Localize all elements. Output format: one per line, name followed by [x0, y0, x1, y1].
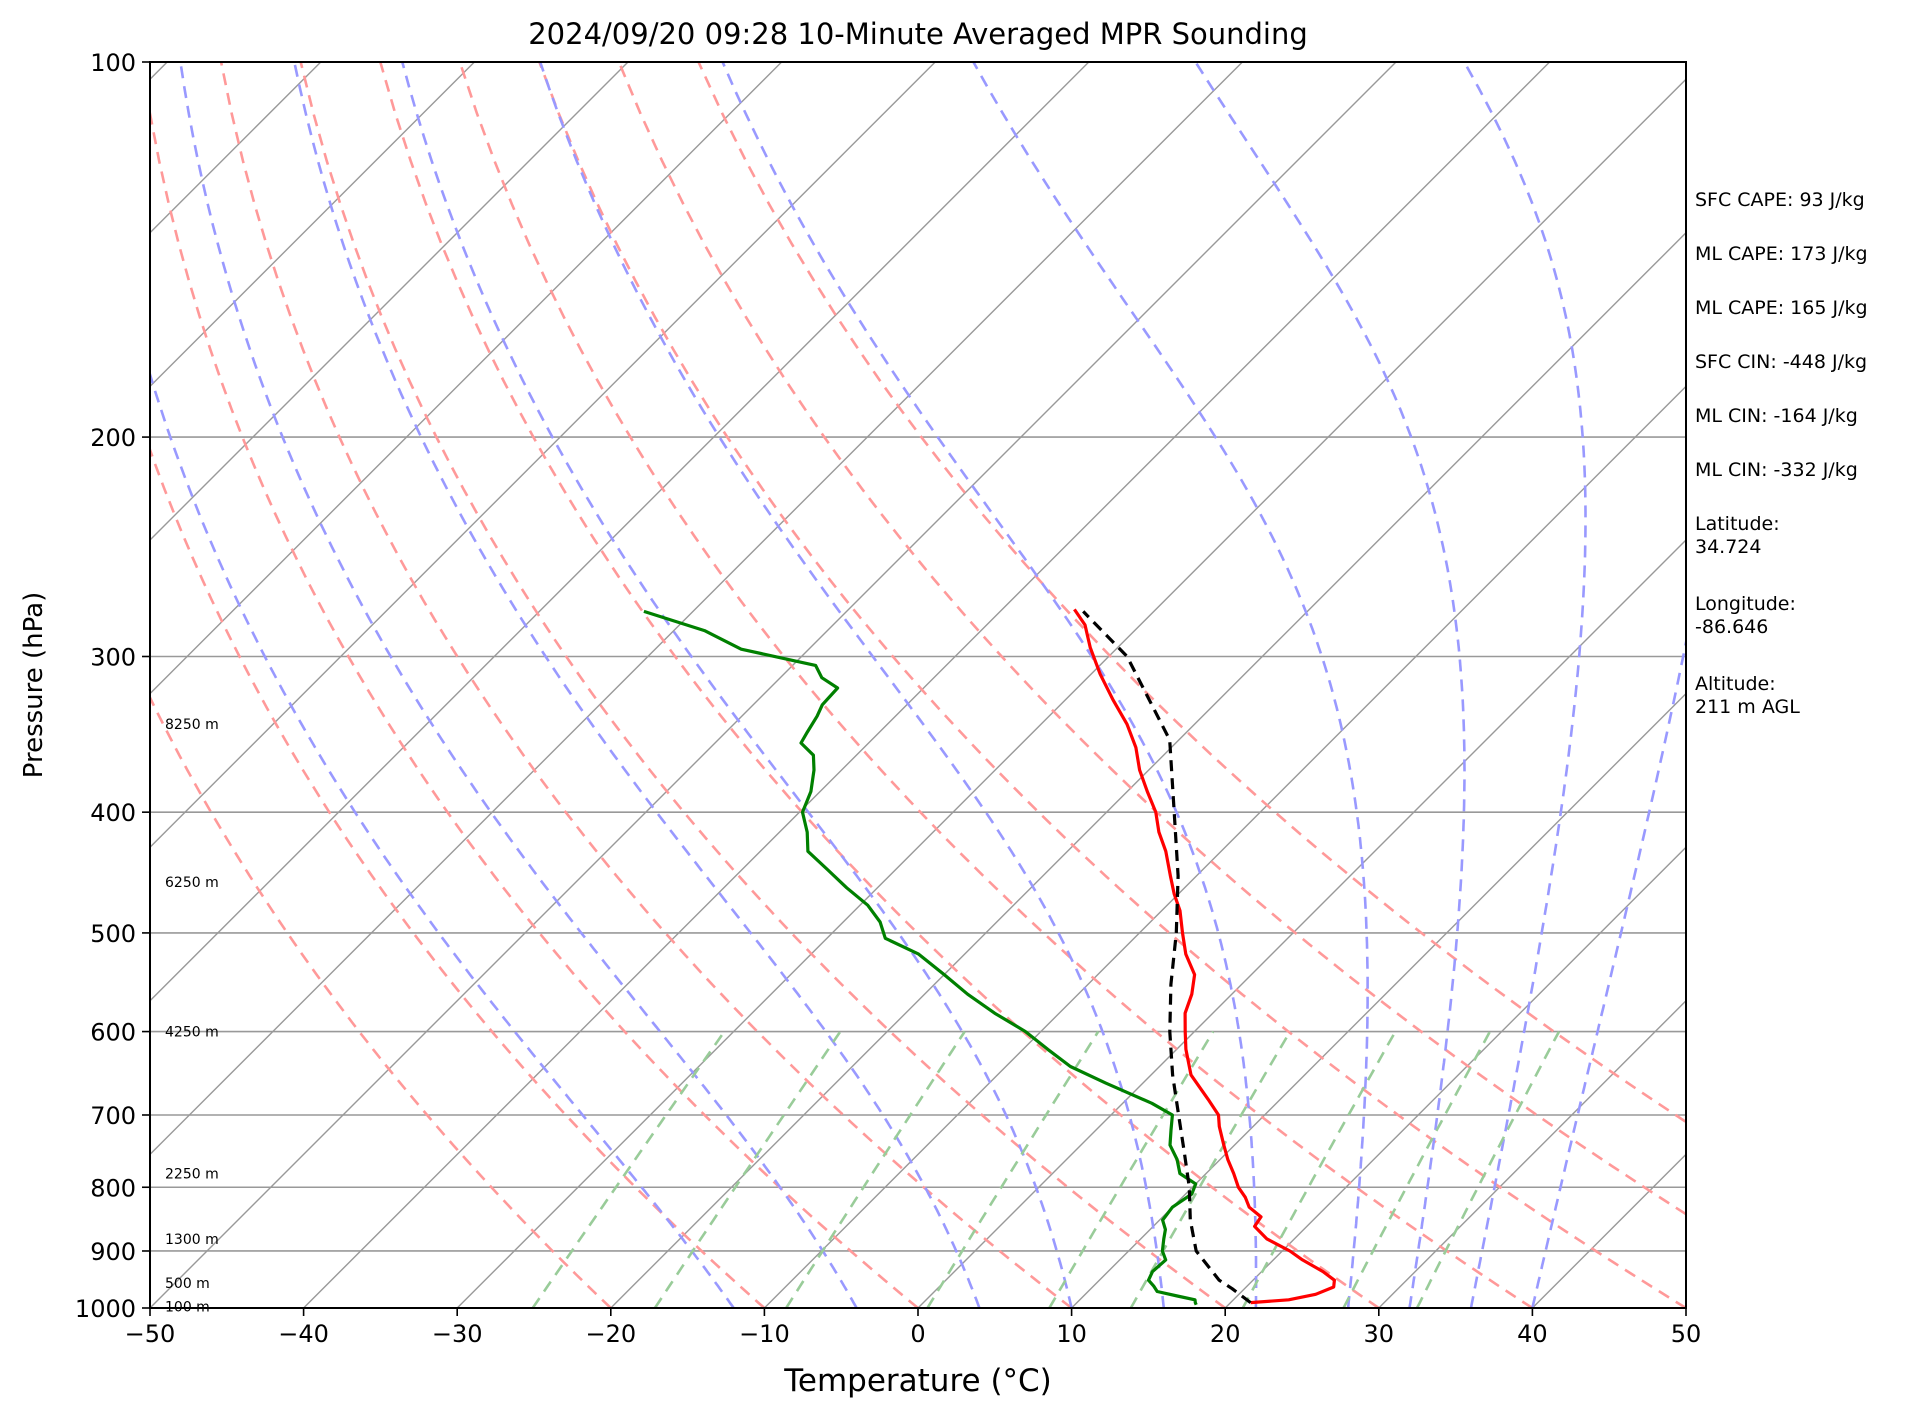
dry-adiabat-line	[150, 446, 766, 1308]
x-tick-label: −50	[125, 1320, 176, 1348]
height-label: 4250 m	[165, 1025, 219, 1041]
background-lines	[0, 62, 1686, 1308]
isotherm-line	[456, 78, 1686, 1308]
axis-ticks: −50 −40 −30 −20 −10 0 10 20 30 40 50 100 200 300 400 50…	[75, 49, 1701, 1348]
isotherm-line	[150, 62, 1243, 1156]
dry-adiabat-line	[617, 62, 1686, 1216]
isotherm-line	[763, 385, 1686, 1308]
plot-frame	[149, 61, 1687, 1309]
dry-adiabat-line	[150, 694, 612, 1308]
dry-adiabat-line	[458, 62, 1534, 1308]
height-labels: 8250 m 6250 m 4250 m 2250 m 1300 m 500 m 100 m	[165, 717, 219, 1315]
isotherm-line	[610, 231, 1686, 1308]
ml-cape-text: ML CAPE: 173 J/kg	[1695, 243, 1868, 265]
y-tick-label: 300	[90, 643, 136, 671]
y-tick-label: 100	[90, 49, 136, 77]
moist-adiabat-line	[401, 62, 1073, 1308]
moist-adiabat-line	[972, 62, 1369, 1308]
height-label: 6250 m	[165, 875, 219, 891]
x-tick-label: 30	[1364, 1320, 1395, 1348]
y-tick-label: 400	[90, 799, 136, 827]
isotherm-line	[150, 62, 1090, 1002]
y-tick-label: 900	[90, 1238, 136, 1266]
moist-adiabat-line	[1463, 62, 1587, 1308]
moist-adiabat-line	[538, 62, 1166, 1308]
dry-adiabat-line	[538, 62, 1686, 1308]
isotherm-line	[0, 62, 14, 1308]
moist-adiabat-line	[1531, 635, 1686, 1308]
mixing-ratio-line	[653, 1030, 842, 1308]
height-label: 1300 m	[165, 1232, 219, 1248]
mixing-ratio-line	[785, 1030, 966, 1308]
isotherm-line	[150, 62, 1397, 1308]
dry-adiabat-line	[150, 105, 919, 1308]
mixing-ratio-line	[1415, 1030, 1561, 1308]
chart-title: 2024/09/20 09:28 10-Minute Averaged MPR …	[528, 17, 1308, 51]
x-tick-label: −40	[278, 1320, 329, 1348]
isotherm-line	[1071, 692, 1686, 1308]
isotherm-line	[150, 62, 783, 695]
x-axis-label: Temperature (°C)	[783, 1363, 1052, 1399]
mixing-ratio-line	[1342, 1030, 1492, 1308]
sounding-lines	[643, 608, 1336, 1306]
x-tick-label: 10	[1056, 1320, 1087, 1348]
ml-cin-text: ML CIN: -164 J/kg	[1695, 405, 1858, 427]
latitude-text: Latitude: 34.724	[1695, 513, 1780, 558]
dry-adiabat-line	[219, 62, 1073, 1308]
moist-adiabat-line	[721, 62, 1258, 1308]
dry-adiabat-line	[299, 62, 1226, 1308]
y-tick-label: 1000	[75, 1295, 136, 1323]
x-tick-label: −30	[432, 1320, 483, 1348]
sfc-cape-text: SFC CAPE: 93 J/kg	[1695, 189, 1865, 211]
y-axis-label: Pressure (hPa)	[19, 592, 49, 779]
y-tick-label: 200	[90, 424, 136, 452]
moist-adiabat-line	[150, 369, 735, 1308]
x-tick-label: −10	[739, 1320, 790, 1348]
height-label: 100 m	[165, 1299, 210, 1315]
y-tick-label: 600	[90, 1019, 136, 1047]
moist-adiabat-line	[179, 62, 858, 1308]
longitude-text: Longitude: -86.646	[1695, 593, 1796, 638]
x-tick-label: 50	[1671, 1320, 1702, 1348]
temperature-line	[1073, 608, 1336, 1305]
x-tick-label: 0	[910, 1320, 925, 1348]
isotherm-line	[150, 62, 475, 388]
isotherm-line	[1378, 999, 1686, 1308]
isotherm-line	[150, 62, 629, 541]
altitude-text: Altitude: 211 m AGL	[1695, 673, 1800, 718]
isotherm-line	[1224, 846, 1686, 1308]
isotherm-line	[303, 62, 1551, 1308]
parcel-path-line	[1082, 610, 1252, 1304]
height-label: 500 m	[165, 1276, 210, 1292]
mixing-ratio-line	[1241, 1030, 1397, 1308]
x-tick-label: 40	[1517, 1320, 1548, 1348]
height-label: 8250 m	[165, 717, 219, 733]
y-tick-label: 700	[90, 1102, 136, 1130]
x-tick-label: −20	[585, 1320, 636, 1348]
isotherm-line	[150, 62, 936, 849]
sfc-cin-text: SFC CIN: -448 J/kg	[1695, 351, 1868, 373]
dry-adiabat-line	[379, 62, 1380, 1308]
ml-cin-text-2: ML CIN: -332 J/kg	[1695, 459, 1858, 481]
dewpoint-line	[643, 609, 1198, 1306]
moist-adiabat-line	[1194, 62, 1466, 1308]
y-tick-label: 500	[90, 920, 136, 948]
y-tick-label: 800	[90, 1174, 136, 1202]
ml-cape-text-2: ML CAPE: 165 J/kg	[1695, 297, 1868, 319]
moist-adiabat-line	[293, 62, 981, 1308]
mixing-ratio-line	[926, 1030, 1100, 1308]
x-tick-label: 20	[1210, 1320, 1241, 1348]
mixing-ratio-line	[1048, 1030, 1215, 1308]
mixing-ratio-line	[531, 1030, 726, 1308]
height-label: 2250 m	[165, 1167, 219, 1183]
